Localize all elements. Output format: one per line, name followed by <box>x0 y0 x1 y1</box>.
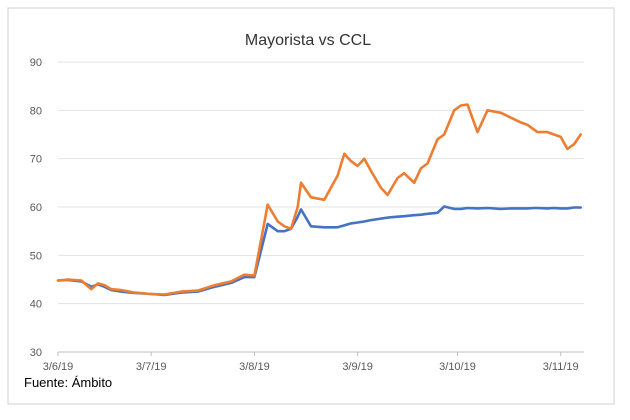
y-tick-label: 60 <box>30 202 42 214</box>
source-note: Fuente: Ámbito <box>24 375 113 390</box>
series-line-ccl <box>56 103 583 296</box>
chart-title: Mayorista vs CCL <box>245 32 371 49</box>
x-tick-label: 3/9/19 <box>342 361 373 373</box>
y-tick-label: 30 <box>30 347 42 359</box>
x-tick-label: 3/7/19 <box>136 361 167 373</box>
y-tick-label: 80 <box>30 105 42 117</box>
series-lines <box>56 103 583 297</box>
y-tick-label: 40 <box>30 299 42 311</box>
x-tick-label: 3/10/19 <box>439 361 476 373</box>
x-axis: 3/6/19 3/7/19 3/8/19 3/9/19 3/10/19 3/11/19 <box>43 352 579 373</box>
x-tick-label: 3/11/19 <box>543 361 579 373</box>
x-tick-label: 3/6/19 <box>43 361 74 373</box>
y-tick-label: 50 <box>30 250 42 262</box>
y-axis: 30 40 50 60 70 80 90 <box>30 57 42 359</box>
gridlines <box>58 61 584 353</box>
y-tick-label: 90 <box>30 57 42 69</box>
x-tick-label: 3/8/19 <box>239 361 270 373</box>
chart-background <box>7 7 615 405</box>
y-tick-label: 70 <box>30 154 42 166</box>
